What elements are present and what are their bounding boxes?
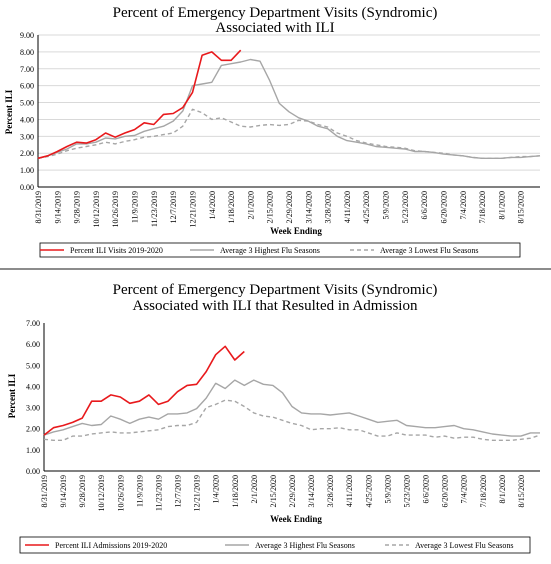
chart-2-x-tick-label: 10/26/2019 [116, 475, 125, 511]
chart-2-x-tick-label: 8/31/2019 [40, 475, 49, 507]
chart-2-x-tick-label: 5/9/2020 [383, 475, 392, 503]
chart-2-y-tick-label: 5.00 [26, 361, 40, 370]
chart-2-y-tick-label: 3.00 [26, 404, 40, 413]
chart-1-y-tick-label: 7.00 [20, 65, 34, 74]
chart-1-x-tick-label: 10/12/2019 [92, 191, 101, 227]
chart-1-x-tick-label: 2/29/2020 [285, 191, 294, 223]
chart-ili-admissions: Percent of Emergency Department Visits (… [0, 278, 551, 564]
chart-2-x-tick-label: 4/25/2020 [364, 475, 373, 507]
chart-2-x-tick-label: 12/7/2019 [174, 475, 183, 507]
chart-2-y-tick-label: 1.00 [26, 446, 40, 455]
chart-1-x-tick-label: 9/28/2019 [73, 191, 82, 223]
chart-1-x-tick-label: 5/23/2020 [401, 191, 410, 223]
chart-2-svg: Percent of Emergency Department Visits (… [7, 282, 541, 554]
chart-1-x-tick-label: 5/9/2020 [382, 191, 391, 219]
chart-2-subtitle: Associated with ILI that Resulted in Adm… [133, 298, 418, 314]
chart-1-x-tick-label: 10/26/2019 [111, 191, 120, 227]
chart-1-y-tick-label: 2.00 [20, 149, 34, 158]
chart-2-y-tick-label: 4.00 [26, 382, 40, 391]
chart-2-legend-label-2: Average 3 Highest Flu Seasons [255, 541, 355, 550]
chart-2-legend-label-1: Percent ILI Admissions 2019-2020 [55, 541, 167, 550]
chart-1-y-tick-label: 4.00 [20, 115, 34, 124]
chart-2-title: Percent of Emergency Department Visits (… [113, 282, 438, 298]
chart-1-x-tick-label: 7/4/2020 [459, 191, 468, 219]
chart-1-y-tick-label: 6.00 [20, 82, 34, 91]
chart-2-y-tick-label: 0.00 [26, 467, 40, 476]
chart-1-x-tick-label: 2/1/2020 [246, 191, 255, 219]
chart-2-x-tick-label: 11/23/2019 [154, 475, 163, 511]
chart-1-y-axis-label: Percent ILI [4, 89, 14, 134]
chart-1-x-tick-label: 11/9/2019 [131, 191, 140, 223]
chart-1-x-tick-label: 1/4/2020 [208, 191, 217, 219]
chart-2-x-tick-label: 10/12/2019 [97, 475, 106, 511]
chart-1-y-tick-label: 5.00 [20, 99, 34, 108]
chart-1-series-line-3 [37, 108, 541, 160]
chart-1-x-tick-label: 6/6/2020 [420, 191, 429, 219]
chart-1-series-line-1 [37, 49, 242, 160]
chart-2-legend-box [19, 536, 531, 554]
chart-ili-visits: Percent of Emergency Department Visits (… [0, 0, 551, 262]
chart-1-y-tick-label: 8.00 [20, 48, 34, 57]
chart-1-title: Percent of Emergency Department Visits (… [113, 5, 438, 21]
chart-1-x-tick-label: 3/14/2020 [304, 191, 313, 223]
chart-1-legend-label-1: Percent ILI Visits 2019-2020 [70, 246, 163, 255]
chart-2-x-tick-label: 8/1/2020 [498, 475, 507, 503]
chart-2-x-tick-label: 7/4/2020 [460, 475, 469, 503]
chart-2-y-tick-label: 7.00 [26, 319, 40, 328]
chart-1-x-tick-label: 9/14/2019 [53, 191, 62, 223]
chart-2-x-tick-label: 4/11/2020 [345, 475, 354, 507]
chart-1-x-tick-label: 4/11/2020 [343, 191, 352, 223]
chart-2-x-tick-label: 2/29/2020 [288, 475, 297, 507]
chart-2-x-tick-label: 7/18/2020 [479, 475, 488, 507]
chart-1-x-tick-label: 8/15/2020 [517, 191, 526, 223]
chart-2-x-tick-label: 8/15/2020 [517, 475, 526, 507]
chart-1-y-tick-label: 3.00 [20, 132, 34, 141]
chart-1-x-tick-label: 8/31/2019 [34, 191, 43, 223]
chart-1-svg: Percent of Emergency Department Visits (… [4, 5, 541, 258]
chart-1-x-tick-label: 8/1/2020 [497, 191, 506, 219]
chart-2-x-tick-label: 2/1/2020 [250, 475, 259, 503]
chart-1-x-tick-label: 3/28/2020 [324, 191, 333, 223]
chart-1-x-tick-label: 12/21/2019 [188, 191, 197, 227]
chart-1-x-tick-label: 12/7/2019 [169, 191, 178, 223]
chart-2-legend-label-3: Average 3 Lowest Flu Seasons [415, 541, 514, 550]
chart-2-y-tick-label: 6.00 [26, 340, 40, 349]
chart-1-series-line-2 [37, 58, 541, 160]
chart-2-x-tick-label: 5/23/2020 [402, 475, 411, 507]
chart-2-series-line-3 [43, 399, 541, 442]
chart-1-legend-label-3: Average 3 Lowest Flu Seasons [380, 246, 479, 255]
chart-2-x-tick-label: 9/14/2019 [59, 475, 68, 507]
chart-1-x-tick-label: 11/23/2019 [150, 191, 159, 227]
chart-2-x-tick-label: 12/21/2019 [193, 475, 202, 511]
chart-2-x-tick-label: 11/9/2019 [135, 475, 144, 507]
chart-2-x-tick-label: 6/20/2020 [441, 475, 450, 507]
chart-2-series-line-2 [43, 379, 540, 437]
chart-1-y-tick-label: 0.00 [20, 183, 34, 192]
chart-1-x-tick-label: 7/18/2020 [478, 191, 487, 223]
chart-2-x-tick-label: 9/28/2019 [78, 475, 87, 507]
chart-1-x-tick-label: 6/20/2020 [439, 191, 448, 223]
chart-2-series-line-1 [43, 345, 245, 436]
chart-separator [0, 268, 551, 270]
chart-1-y-tick-label: 1.00 [20, 166, 34, 175]
chart-2-x-tick-label: 2/15/2020 [269, 475, 278, 507]
chart-1-x-tick-label: 2/15/2020 [266, 191, 275, 223]
chart-1-y-tick-label: 9.00 [20, 31, 34, 40]
chart-2-x-tick-label: 6/6/2020 [422, 475, 431, 503]
chart-1-subtitle: Associated with ILI [215, 20, 334, 36]
chart-2-y-axis-label: Percent ILI [7, 373, 17, 418]
chart-2-x-tick-label: 1/18/2020 [231, 475, 240, 507]
chart-1-x-tick-label: 1/18/2020 [227, 191, 236, 223]
chart-1-legend-label-2: Average 3 Highest Flu Seasons [220, 246, 320, 255]
chart-1-x-tick-label: 4/25/2020 [362, 191, 371, 223]
chart-2-x-tick-label: 3/28/2020 [326, 475, 335, 507]
chart-1-x-axis-label: Week Ending [270, 226, 322, 236]
chart-2-y-tick-label: 2.00 [26, 425, 40, 434]
chart-2-x-tick-label: 3/14/2020 [307, 475, 316, 507]
chart-2-x-tick-label: 1/4/2020 [212, 475, 221, 503]
chart-2-x-axis-label: Week Ending [270, 514, 322, 524]
